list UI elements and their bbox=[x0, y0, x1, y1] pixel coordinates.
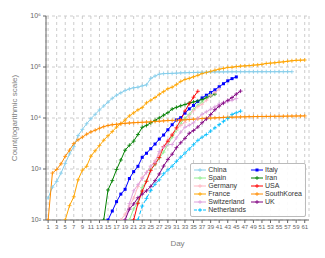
html-text:Germany: Germany bbox=[208, 182, 238, 189]
svg-text:21: 21 bbox=[130, 224, 137, 230]
svg-text:59: 59 bbox=[293, 224, 300, 230]
svg-text:33: 33 bbox=[182, 224, 189, 230]
svg-text:55: 55 bbox=[276, 224, 283, 230]
svg-text:43: 43 bbox=[224, 224, 231, 230]
html-text:France: France bbox=[208, 190, 231, 197]
svg-text:10⁶: 10⁶ bbox=[30, 12, 41, 19]
html-text:Switzerland: Switzerland bbox=[208, 198, 245, 205]
svg-text:3: 3 bbox=[55, 224, 59, 230]
svg-text:39: 39 bbox=[207, 224, 214, 230]
svg-text:13: 13 bbox=[96, 224, 103, 230]
svg-text:23: 23 bbox=[139, 224, 146, 230]
svg-text:47: 47 bbox=[242, 224, 249, 230]
html-text:China: China bbox=[208, 166, 227, 173]
svg-text:25: 25 bbox=[147, 224, 154, 230]
svg-text:53: 53 bbox=[267, 224, 274, 230]
svg-text:17: 17 bbox=[113, 224, 120, 230]
svg-text:29: 29 bbox=[165, 224, 172, 230]
svg-text:61: 61 bbox=[301, 224, 308, 230]
svg-text:1: 1 bbox=[46, 224, 50, 230]
svg-text:27: 27 bbox=[156, 224, 163, 230]
svg-text:Count(logarithmic scale): Count(logarithmic scale) bbox=[10, 75, 19, 162]
svg-text:19: 19 bbox=[122, 224, 129, 230]
svg-text:9: 9 bbox=[81, 224, 85, 230]
html-text:Spain: Spain bbox=[208, 174, 227, 181]
html-text:Netherlands: Netherlands bbox=[208, 206, 246, 213]
svg-text:10³: 10³ bbox=[31, 165, 42, 172]
svg-text:10⁵: 10⁵ bbox=[30, 63, 41, 70]
html-text:Italy: Italy bbox=[265, 166, 278, 173]
svg-text:35: 35 bbox=[190, 224, 197, 230]
svg-text:49: 49 bbox=[250, 224, 257, 230]
svg-text:45: 45 bbox=[233, 224, 240, 230]
svg-text:41: 41 bbox=[216, 224, 223, 230]
svg-text:37: 37 bbox=[199, 224, 206, 230]
svg-text:5: 5 bbox=[64, 224, 68, 230]
html-text:UK: UK bbox=[265, 198, 275, 205]
html-text:USA: USA bbox=[265, 182, 280, 189]
html-text:SouthKorea: SouthKorea bbox=[265, 190, 302, 197]
svg-text:15: 15 bbox=[105, 224, 112, 230]
svg-text:7: 7 bbox=[72, 224, 76, 230]
svg-text:51: 51 bbox=[259, 224, 266, 230]
svg-text:31: 31 bbox=[173, 224, 180, 230]
svg-text:11: 11 bbox=[88, 224, 95, 230]
svg-text:10⁴: 10⁴ bbox=[30, 114, 41, 121]
svg-text:10²: 10² bbox=[31, 216, 42, 223]
svg-text:Day: Day bbox=[170, 239, 184, 248]
html-text:Iran: Iran bbox=[265, 174, 278, 181]
svg-text:57: 57 bbox=[284, 224, 291, 230]
